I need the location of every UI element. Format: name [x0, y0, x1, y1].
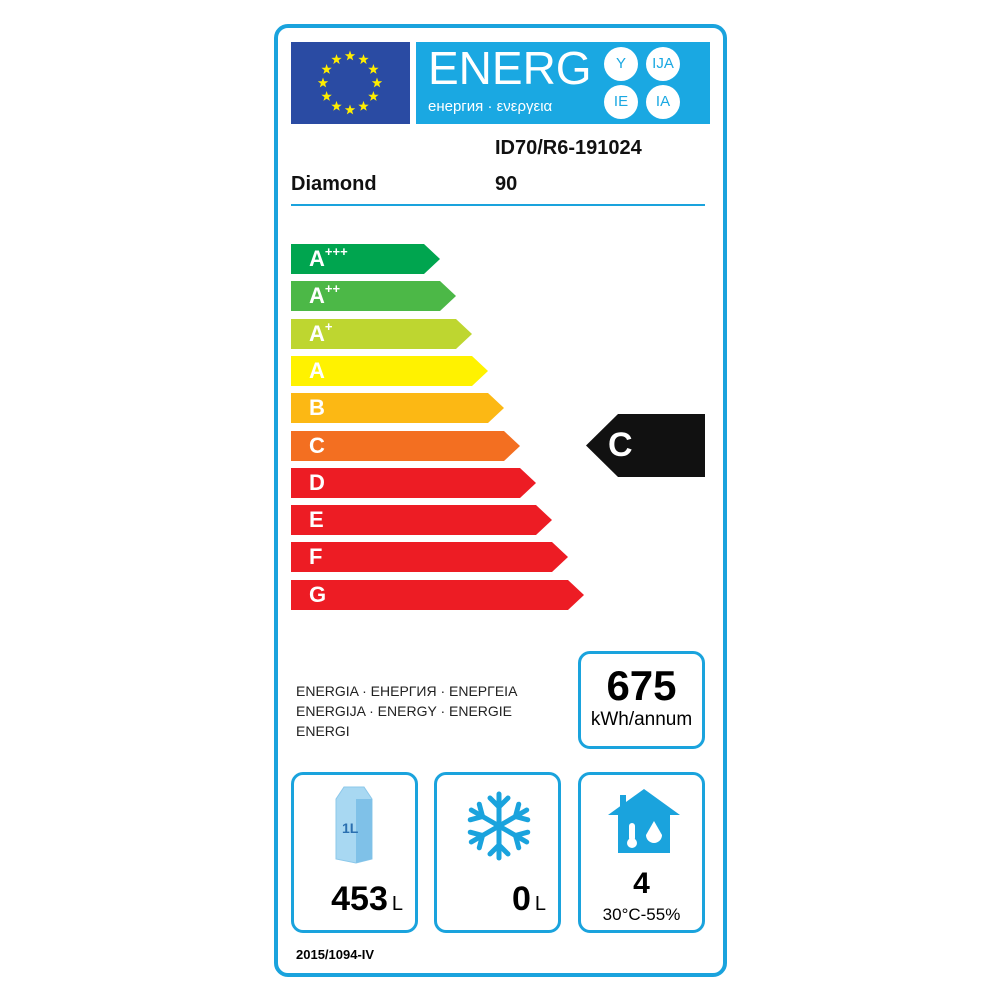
scale-bar-label: B: [309, 395, 325, 421]
scale-bar-1: A++: [291, 281, 456, 312]
suffix-y: Y: [604, 47, 638, 81]
scale-bar-label: A+++: [309, 244, 348, 271]
fresh-volume-unit: L: [391, 893, 403, 915]
rating-label: C: [608, 426, 633, 464]
frozen-volume-unit: L: [534, 893, 546, 915]
scale-bar-label: F: [309, 544, 323, 570]
scale-bar-2: A+: [291, 318, 472, 349]
scale-bar-3: A: [291, 355, 488, 386]
scale-bar-label: A+: [309, 318, 333, 346]
scale-bar-5: C: [291, 430, 520, 461]
scale-bar-label: G: [309, 581, 327, 607]
eu-stars-icon: [317, 50, 383, 115]
carton-label: 1L: [342, 820, 359, 836]
house-climate-icon: [608, 789, 680, 853]
model-id: ID70/R6-191024: [495, 137, 642, 159]
label-frame: [274, 24, 727, 977]
suffix-ija: IJA: [646, 47, 680, 81]
climate-class-value: 4: [633, 867, 650, 900]
scale-bar-4: B: [291, 393, 504, 424]
scale-bar-label: C: [309, 432, 325, 458]
scale-bar-label: A++: [309, 281, 341, 309]
regulation-number: 2015/1094-IV: [296, 947, 375, 962]
scale-bar-label: E: [309, 507, 324, 533]
climate-class-box: 4 30°C-55%: [578, 772, 705, 933]
energy-words: ENERGIA · ЕНЕРГИЯ · ΕΝΕΡΓΕΙΑ ENERGIJA · …: [296, 681, 517, 741]
scale-bar-8: F: [291, 542, 568, 573]
snowflake-icon: [467, 791, 531, 861]
energy-header: ENERG енергия · ενεργεια Y IJA IE IA: [416, 42, 710, 124]
eu-flag: [291, 42, 410, 124]
rating-pointer: C: [586, 414, 705, 477]
scale-bar-7: E: [291, 505, 552, 536]
header-divider: [291, 204, 705, 206]
scale-bar-label: A: [309, 357, 325, 383]
energy-words-line: ENERGIJA · ENERGY · ENERGIE: [296, 703, 513, 719]
supplier-name: Diamond: [291, 173, 377, 195]
energy-words-line: ENERGIA · ЕНЕРГИЯ · ΕΝΕΡΓΕΙΑ: [296, 683, 518, 699]
energy-words-line: ENERGI: [296, 723, 350, 739]
consumption-value: 675: [606, 662, 677, 709]
climate-conditions: 30°C-55%: [602, 905, 681, 924]
consumption-box: 675 kWh/annum: [578, 651, 705, 749]
frozen-volume-value: 0: [511, 880, 531, 918]
suffix-ia: IA: [646, 85, 680, 119]
header-subtitle: енергия · ενεργεια: [428, 98, 553, 115]
milk-carton-icon: 1L: [335, 786, 373, 864]
suffix-ie: IE: [604, 85, 638, 119]
fresh-volume-value: 453: [331, 880, 388, 918]
consumption-unit: kWh/annum: [590, 709, 693, 730]
scale-bar-0: A+++: [291, 244, 440, 274]
fresh-volume-box: 1L 453 L: [291, 772, 418, 933]
scale-bar-6: D: [291, 467, 536, 498]
scale-bar-label: D: [309, 469, 325, 495]
model-number: 90: [495, 173, 518, 195]
header-title: ENERG: [428, 42, 592, 94]
scale-bar-9: G: [291, 579, 584, 610]
